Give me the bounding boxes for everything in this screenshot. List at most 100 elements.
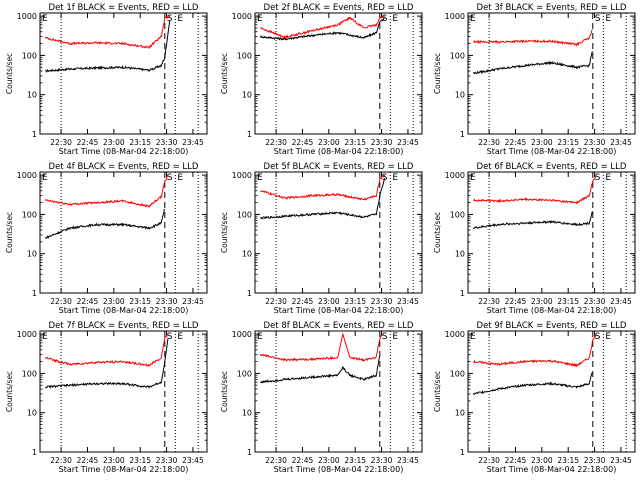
x-tick-label: 23:00 xyxy=(318,297,340,306)
plot-frame xyxy=(39,330,208,453)
panel-title: Det 4f BLACK = Events, RED = LLD xyxy=(49,162,199,172)
marker-e-end: E xyxy=(392,173,398,183)
marker-e-start: E xyxy=(42,14,48,24)
x-axis-label: Start Time (08-Mar-04 22:18:00) xyxy=(274,147,404,156)
y-axis-label: Counts/sec xyxy=(220,371,229,412)
y-tick-label: 1 xyxy=(247,130,252,139)
panel-6: 1 10 100 1000 22:30 22:45 23:00 23:15 23:30 23:45… xyxy=(433,162,636,315)
series-lld-line xyxy=(259,332,384,362)
marker-e-start: E xyxy=(470,332,476,342)
series-events-line xyxy=(45,20,171,73)
x-tick-label: 23:45 xyxy=(610,138,632,147)
y-tick-label: 1 xyxy=(32,130,37,139)
marker-e-end: E xyxy=(605,173,611,183)
y-axis-label: Counts/sec xyxy=(433,53,442,94)
marker-s: S xyxy=(595,332,601,342)
y-tick-label: 10 xyxy=(455,250,465,259)
panel-3: 1 10 100 1000 22:30 22:45 23:00 23:15 23:30 23:45… xyxy=(433,3,636,156)
x-tick-label: 22:45 xyxy=(77,297,99,306)
y-tick-label: 1000 xyxy=(445,12,465,21)
x-tick-label: 23:15 xyxy=(344,297,366,306)
plot-frame xyxy=(467,171,636,294)
marker-e-start: E xyxy=(257,173,263,183)
y-tick-label: 10 xyxy=(27,409,37,418)
plot-frame xyxy=(467,12,636,135)
panel-5: 1 10 100 1000 22:30 22:45 23:00 23:15 23:30 23:45… xyxy=(220,162,423,315)
x-tick-label: 22:45 xyxy=(292,138,314,147)
series-lld-line xyxy=(473,333,597,368)
marker-e-end: E xyxy=(605,332,611,342)
y-axis-label: Counts/sec xyxy=(433,212,442,253)
series-lld-line xyxy=(473,29,593,47)
series-lld-line xyxy=(473,174,597,205)
series-events-line xyxy=(45,208,165,240)
y-tick-label: 1000 xyxy=(445,330,465,339)
marker-s: S xyxy=(167,14,173,24)
series-lld-line xyxy=(44,15,171,50)
marker-s: S xyxy=(167,173,173,183)
x-tick-label: 22:30 xyxy=(265,297,287,306)
x-axis-label: Start Time (08-Mar-04 22:18:00) xyxy=(487,465,617,474)
x-tick-label: 23:00 xyxy=(318,138,340,147)
x-axis-label: Start Time (08-Mar-04 22:18:00) xyxy=(59,465,189,474)
x-tick-label: 23:30 xyxy=(156,138,178,147)
marker-s: S xyxy=(595,173,601,183)
x-tick-label: 22:30 xyxy=(478,456,500,465)
marker-s: S xyxy=(382,332,388,342)
x-tick-label: 23:30 xyxy=(371,138,393,147)
plot-frame xyxy=(254,330,423,453)
y-tick-label: 1000 xyxy=(17,171,37,180)
series-events-line xyxy=(472,372,593,396)
panel-title: Det 6f BLACK = Events, RED = LLD xyxy=(477,162,627,172)
panel-2: 1 10 100 1000 22:30 22:45 23:00 23:15 23:30 23:45… xyxy=(220,3,423,156)
x-tick-label: 23:30 xyxy=(584,456,606,465)
panel-4: 1 10 100 1000 22:30 22:45 23:00 23:15 23:30 23:45… xyxy=(5,162,208,315)
y-axis-label: Counts/sec xyxy=(5,371,14,412)
x-tick-label: 22:30 xyxy=(50,297,72,306)
panel-title: Det 9f BLACK = Events, RED = LLD xyxy=(477,321,627,331)
x-tick-label: 23:45 xyxy=(182,456,204,465)
marker-s: S xyxy=(382,14,388,24)
y-tick-label: 10 xyxy=(242,409,252,418)
marker-e-end: E xyxy=(177,332,183,342)
y-tick-label: 1000 xyxy=(232,171,252,180)
marker-e-end: E xyxy=(392,14,398,24)
y-tick-label: 100 xyxy=(450,369,465,378)
panel-title: Det 3f BLACK = Events, RED = LLD xyxy=(477,3,627,13)
y-tick-label: 1 xyxy=(32,448,37,457)
marker-e-start: E xyxy=(470,14,476,24)
series-events-line xyxy=(472,51,593,75)
panel-title: Det 2f BLACK = Events, RED = LLD xyxy=(264,3,414,13)
y-axis-label: Counts/sec xyxy=(5,212,14,253)
y-tick-label: 10 xyxy=(455,409,465,418)
x-tick-label: 23:15 xyxy=(557,138,579,147)
y-tick-label: 100 xyxy=(22,51,37,60)
x-tick-label: 23:00 xyxy=(318,456,340,465)
y-tick-label: 1 xyxy=(460,130,465,139)
y-tick-label: 100 xyxy=(450,51,465,60)
marker-e-end: E xyxy=(605,14,611,24)
x-tick-label: 23:15 xyxy=(129,138,151,147)
x-tick-label: 23:00 xyxy=(531,138,553,147)
marker-e-end: E xyxy=(392,332,398,342)
x-axis-label: Start Time (08-Mar-04 22:18:00) xyxy=(487,147,617,156)
panel-7: 1 10 100 1000 22:30 22:45 23:00 23:15 23:30 23:45… xyxy=(5,321,208,474)
x-tick-label: 23:30 xyxy=(584,138,606,147)
marker-e-start: E xyxy=(42,173,48,183)
x-tick-label: 22:30 xyxy=(478,297,500,306)
series-events-line xyxy=(260,178,386,220)
series-events-line xyxy=(45,339,169,390)
x-tick-label: 23:00 xyxy=(531,297,553,306)
y-tick-label: 10 xyxy=(27,91,37,100)
x-tick-label: 22:45 xyxy=(292,297,314,306)
y-tick-label: 10 xyxy=(242,250,252,259)
x-tick-label: 23:30 xyxy=(156,297,178,306)
marker-e-start: E xyxy=(470,173,476,183)
y-tick-label: 100 xyxy=(237,369,252,378)
series-events-line xyxy=(259,17,385,41)
x-tick-label: 23:15 xyxy=(129,297,151,306)
series-lld-line xyxy=(260,15,386,40)
x-tick-label: 22:30 xyxy=(478,138,500,147)
x-tick-label: 23:30 xyxy=(371,297,393,306)
